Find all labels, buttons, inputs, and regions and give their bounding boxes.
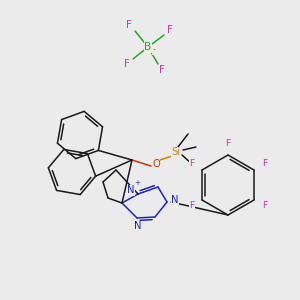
Text: F: F <box>189 202 194 211</box>
Text: O: O <box>152 159 160 169</box>
Text: Si: Si <box>171 147 181 157</box>
Text: F: F <box>225 139 231 148</box>
Text: F: F <box>167 25 173 35</box>
Text: B: B <box>144 42 152 52</box>
Text: F: F <box>262 202 267 211</box>
Text: N: N <box>134 221 142 231</box>
Text: N: N <box>127 185 135 195</box>
Text: N: N <box>171 195 179 205</box>
Text: F: F <box>159 65 165 75</box>
Text: F: F <box>189 160 194 169</box>
Text: F: F <box>124 59 130 69</box>
Text: +: + <box>134 180 140 186</box>
Text: F: F <box>262 160 267 169</box>
Text: F: F <box>126 20 132 30</box>
Text: -: - <box>153 46 155 55</box>
